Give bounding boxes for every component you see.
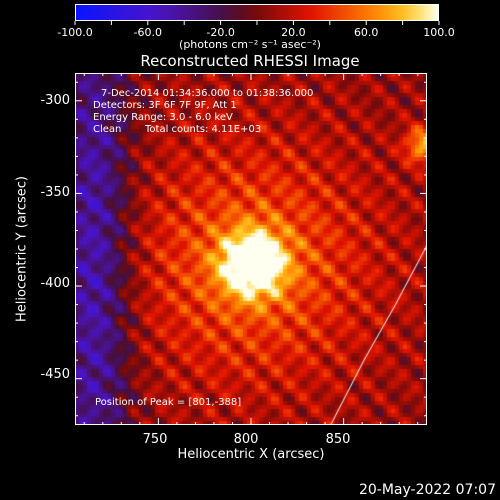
y-tick-label: -350 <box>40 185 70 200</box>
x-tick-label: 800 <box>233 432 259 447</box>
chart-title: Reconstructed RHESSI Image <box>140 52 360 70</box>
energy-range-label: Energy Range: 3.0 - 6.0 keV <box>93 112 233 123</box>
colorbar-ticks <box>74 21 440 25</box>
y-axis-label: Heliocentric Y (arcsec) <box>14 176 30 322</box>
colorbar-tick-label: 100.0 <box>423 26 455 39</box>
colorbar-tick-label: -60.0 <box>133 26 163 39</box>
y-tick-label: -400 <box>40 276 70 291</box>
colorbar-tick-label: 20.0 <box>281 26 306 39</box>
peak-position-label: Position of Peak = [801,-388] <box>95 397 242 408</box>
total-counts-label: Total counts: 4.11E+03 <box>145 124 262 135</box>
colorbar-tick-label: -20.0 <box>206 26 235 39</box>
colorbar <box>75 4 439 21</box>
detectors-label: Detectors: 3F 6F 7F 9F, Att 1 <box>93 100 237 111</box>
time-range-label: 7-Dec-2014 01:34:36.000 to 01:38:36.000 <box>101 88 314 99</box>
y-tick-label: -450 <box>40 367 70 382</box>
x-axis-label: Heliocentric X (arcsec) <box>177 447 325 462</box>
colorbar-tick-label: -100.0 <box>57 26 93 39</box>
y-tick-label: -300 <box>40 93 70 108</box>
datestamp: 20-May-2022 07:07 <box>358 482 496 498</box>
colorbar-tick-label: 60.0 <box>353 26 379 39</box>
colorbar-units: (photons cm⁻² s⁻¹ asec⁻²) <box>179 38 321 51</box>
heatmap-image <box>75 73 427 425</box>
x-tick-label: 750 <box>142 432 168 447</box>
x-tick-label: 850 <box>325 432 351 447</box>
method-label: Clean <box>93 124 122 135</box>
